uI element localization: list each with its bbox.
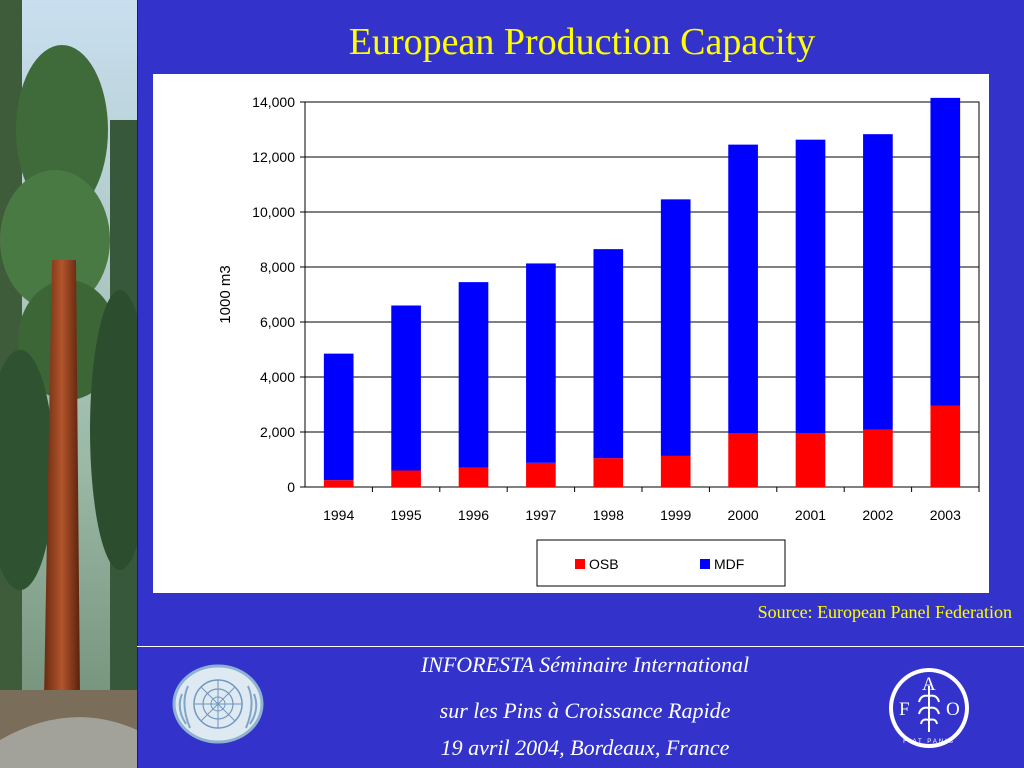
fao-letter-a: A bbox=[922, 674, 936, 695]
production-capacity-chart: 0 2,000 4,000 6,000 8,000 10,000 12,000 14,000 1… bbox=[217, 94, 980, 587]
bar-mdf-2000 bbox=[728, 144, 758, 434]
footer-line-2: sur les Pins à Croissance Rapide bbox=[439, 698, 731, 723]
bar-osb-2001 bbox=[795, 433, 826, 487]
x-tick-label: 1997 bbox=[525, 507, 556, 523]
bar-mdf-2002 bbox=[863, 134, 893, 430]
footer-line-1: INFORESTA Séminaire International bbox=[420, 652, 750, 677]
chart-panel: 0 2,000 4,000 6,000 8,000 10,000 12,000 14,000 1… bbox=[153, 74, 989, 593]
y-axis-label: 1000 m3 bbox=[217, 265, 234, 323]
x-tick-label: 2000 bbox=[728, 507, 759, 523]
bar-mdf-1995 bbox=[391, 305, 421, 471]
y-tick-label: 2,000 bbox=[260, 424, 295, 440]
x-tick-label: 1994 bbox=[323, 507, 354, 523]
x-tick-label: 1998 bbox=[593, 507, 624, 523]
bar-mdf-2003 bbox=[930, 97, 961, 406]
tree-photo bbox=[0, 0, 138, 768]
y-tick-label: 0 bbox=[287, 479, 295, 495]
bar-osb-1999 bbox=[660, 455, 691, 487]
source-note: Source: European Panel Federation bbox=[757, 602, 1012, 622]
legend-box bbox=[536, 539, 786, 587]
fao-motto: FIAT PANIS bbox=[903, 739, 955, 745]
bar-mdf-1996 bbox=[458, 282, 489, 468]
bar-mdf-1997 bbox=[526, 263, 556, 463]
legend-label-osb: OSB bbox=[589, 556, 619, 572]
legend-swatch-mdf bbox=[700, 559, 710, 569]
tree-photo-art bbox=[0, 0, 137, 768]
bar-osb-1998 bbox=[593, 458, 624, 487]
bar-osb-1996 bbox=[458, 467, 489, 487]
bar-osb-2003 bbox=[930, 405, 961, 487]
bar-osb-2000 bbox=[728, 433, 758, 487]
bar-mdf-1999 bbox=[660, 199, 691, 456]
bar-osb-1997 bbox=[526, 462, 556, 487]
fao-logo-icon: F A O FIAT PANIS bbox=[883, 666, 975, 755]
x-tick-label: 2002 bbox=[862, 507, 893, 523]
bar-osb-1995 bbox=[391, 470, 421, 487]
fao-letter-o: O bbox=[946, 699, 960, 720]
footer-divider bbox=[137, 646, 1024, 647]
bar-mdf-1994 bbox=[323, 353, 354, 481]
bar-osb-2002 bbox=[863, 429, 893, 487]
x-tick-label: 2001 bbox=[795, 507, 826, 523]
bar-osb-1994 bbox=[323, 480, 354, 487]
x-tick-label: 1995 bbox=[391, 507, 422, 523]
legend-label-mdf: MDF bbox=[714, 556, 744, 572]
slide-title: European Production Capacity bbox=[348, 21, 816, 63]
x-tick-label: 2003 bbox=[930, 507, 961, 523]
bar-mdf-2001 bbox=[795, 139, 826, 434]
x-tick-label: 1996 bbox=[458, 507, 489, 523]
bar-mdf-1998 bbox=[593, 249, 624, 459]
fao-letter-f: F bbox=[899, 699, 910, 720]
y-tick-label: 4,000 bbox=[260, 369, 295, 385]
footer-line-3: 19 avril 2004, Bordeaux, France bbox=[440, 735, 730, 760]
y-tick-label: 12,000 bbox=[252, 149, 295, 165]
legend-swatch-osb bbox=[575, 559, 585, 569]
y-tick-label: 6,000 bbox=[260, 314, 295, 330]
y-tick-label: 10,000 bbox=[252, 204, 295, 220]
y-tick-label: 14,000 bbox=[252, 94, 295, 110]
x-tick-label: 1999 bbox=[660, 507, 691, 523]
un-emblem-icon bbox=[170, 664, 266, 749]
y-tick-label: 8,000 bbox=[260, 259, 295, 275]
